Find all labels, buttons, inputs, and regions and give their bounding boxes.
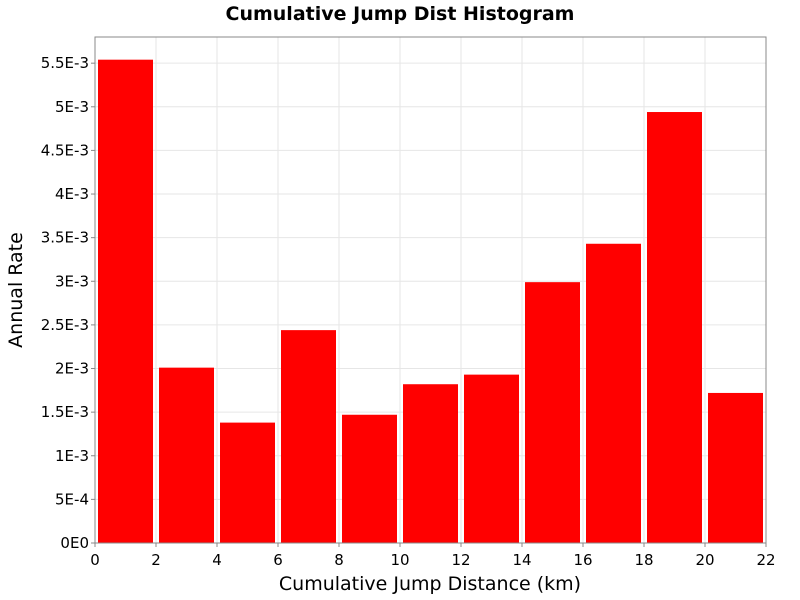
x-tick-label: 8	[334, 551, 344, 569]
y-tick-label: 2.5E-3	[41, 316, 89, 334]
histogram-bar	[98, 59, 153, 543]
x-tick-label: 10	[390, 551, 409, 569]
histogram-bar	[159, 367, 214, 543]
chart-title: Cumulative Jump Dist Histogram	[226, 3, 575, 25]
y-axis-label: Annual Rate	[5, 232, 27, 348]
x-tick-label: 12	[451, 551, 470, 569]
y-tick-label: 4.5E-3	[41, 141, 89, 159]
x-tick-label: 6	[273, 551, 283, 569]
y-tick-label: 4E-3	[55, 185, 89, 203]
x-tick-label: 20	[695, 551, 714, 569]
x-tick-label: 18	[634, 551, 653, 569]
y-tick-label: 1.5E-3	[41, 403, 89, 421]
y-tick-label: 1E-3	[55, 447, 89, 465]
y-tick-label: 5.5E-3	[41, 54, 89, 72]
x-tick-label: 0	[90, 551, 100, 569]
histogram-bar	[708, 392, 763, 543]
y-tick-label: 2E-3	[55, 360, 89, 378]
histogram-bar	[464, 374, 519, 543]
bars	[98, 59, 763, 543]
x-tick-label: 16	[573, 551, 592, 569]
x-axis-label: Cumulative Jump Distance (km)	[279, 573, 581, 595]
histogram-bar	[220, 422, 275, 543]
y-tick-label: 5E-3	[55, 98, 89, 116]
plot-area	[94, 36, 767, 544]
histogram-bar	[647, 112, 702, 543]
y-tick-label: 5E-4	[55, 490, 89, 508]
y-tick-label: 3.5E-3	[41, 229, 89, 247]
y-axis: 0E0 5E-4 1E-3 1.5E-3 2E-3 2.5E-3 3E-3 3.5E-3 4E-…	[41, 54, 95, 552]
x-tick-label: 2	[151, 551, 161, 569]
histogram-bar	[586, 243, 641, 543]
histogram-bar	[403, 384, 458, 543]
histogram-bar	[342, 414, 397, 543]
histogram-bar	[281, 330, 336, 543]
x-tick-label: 22	[756, 551, 775, 569]
x-tick-label: 14	[512, 551, 531, 569]
x-axis: 0 2 4 6 8 10 12 14 16 18 20 22	[90, 543, 776, 569]
plot-border	[94, 36, 767, 544]
y-tick-label: 0E0	[60, 534, 89, 552]
y-tick-label: 3E-3	[55, 272, 89, 290]
x-tick-label: 4	[212, 551, 222, 569]
histogram-bar	[525, 282, 580, 543]
